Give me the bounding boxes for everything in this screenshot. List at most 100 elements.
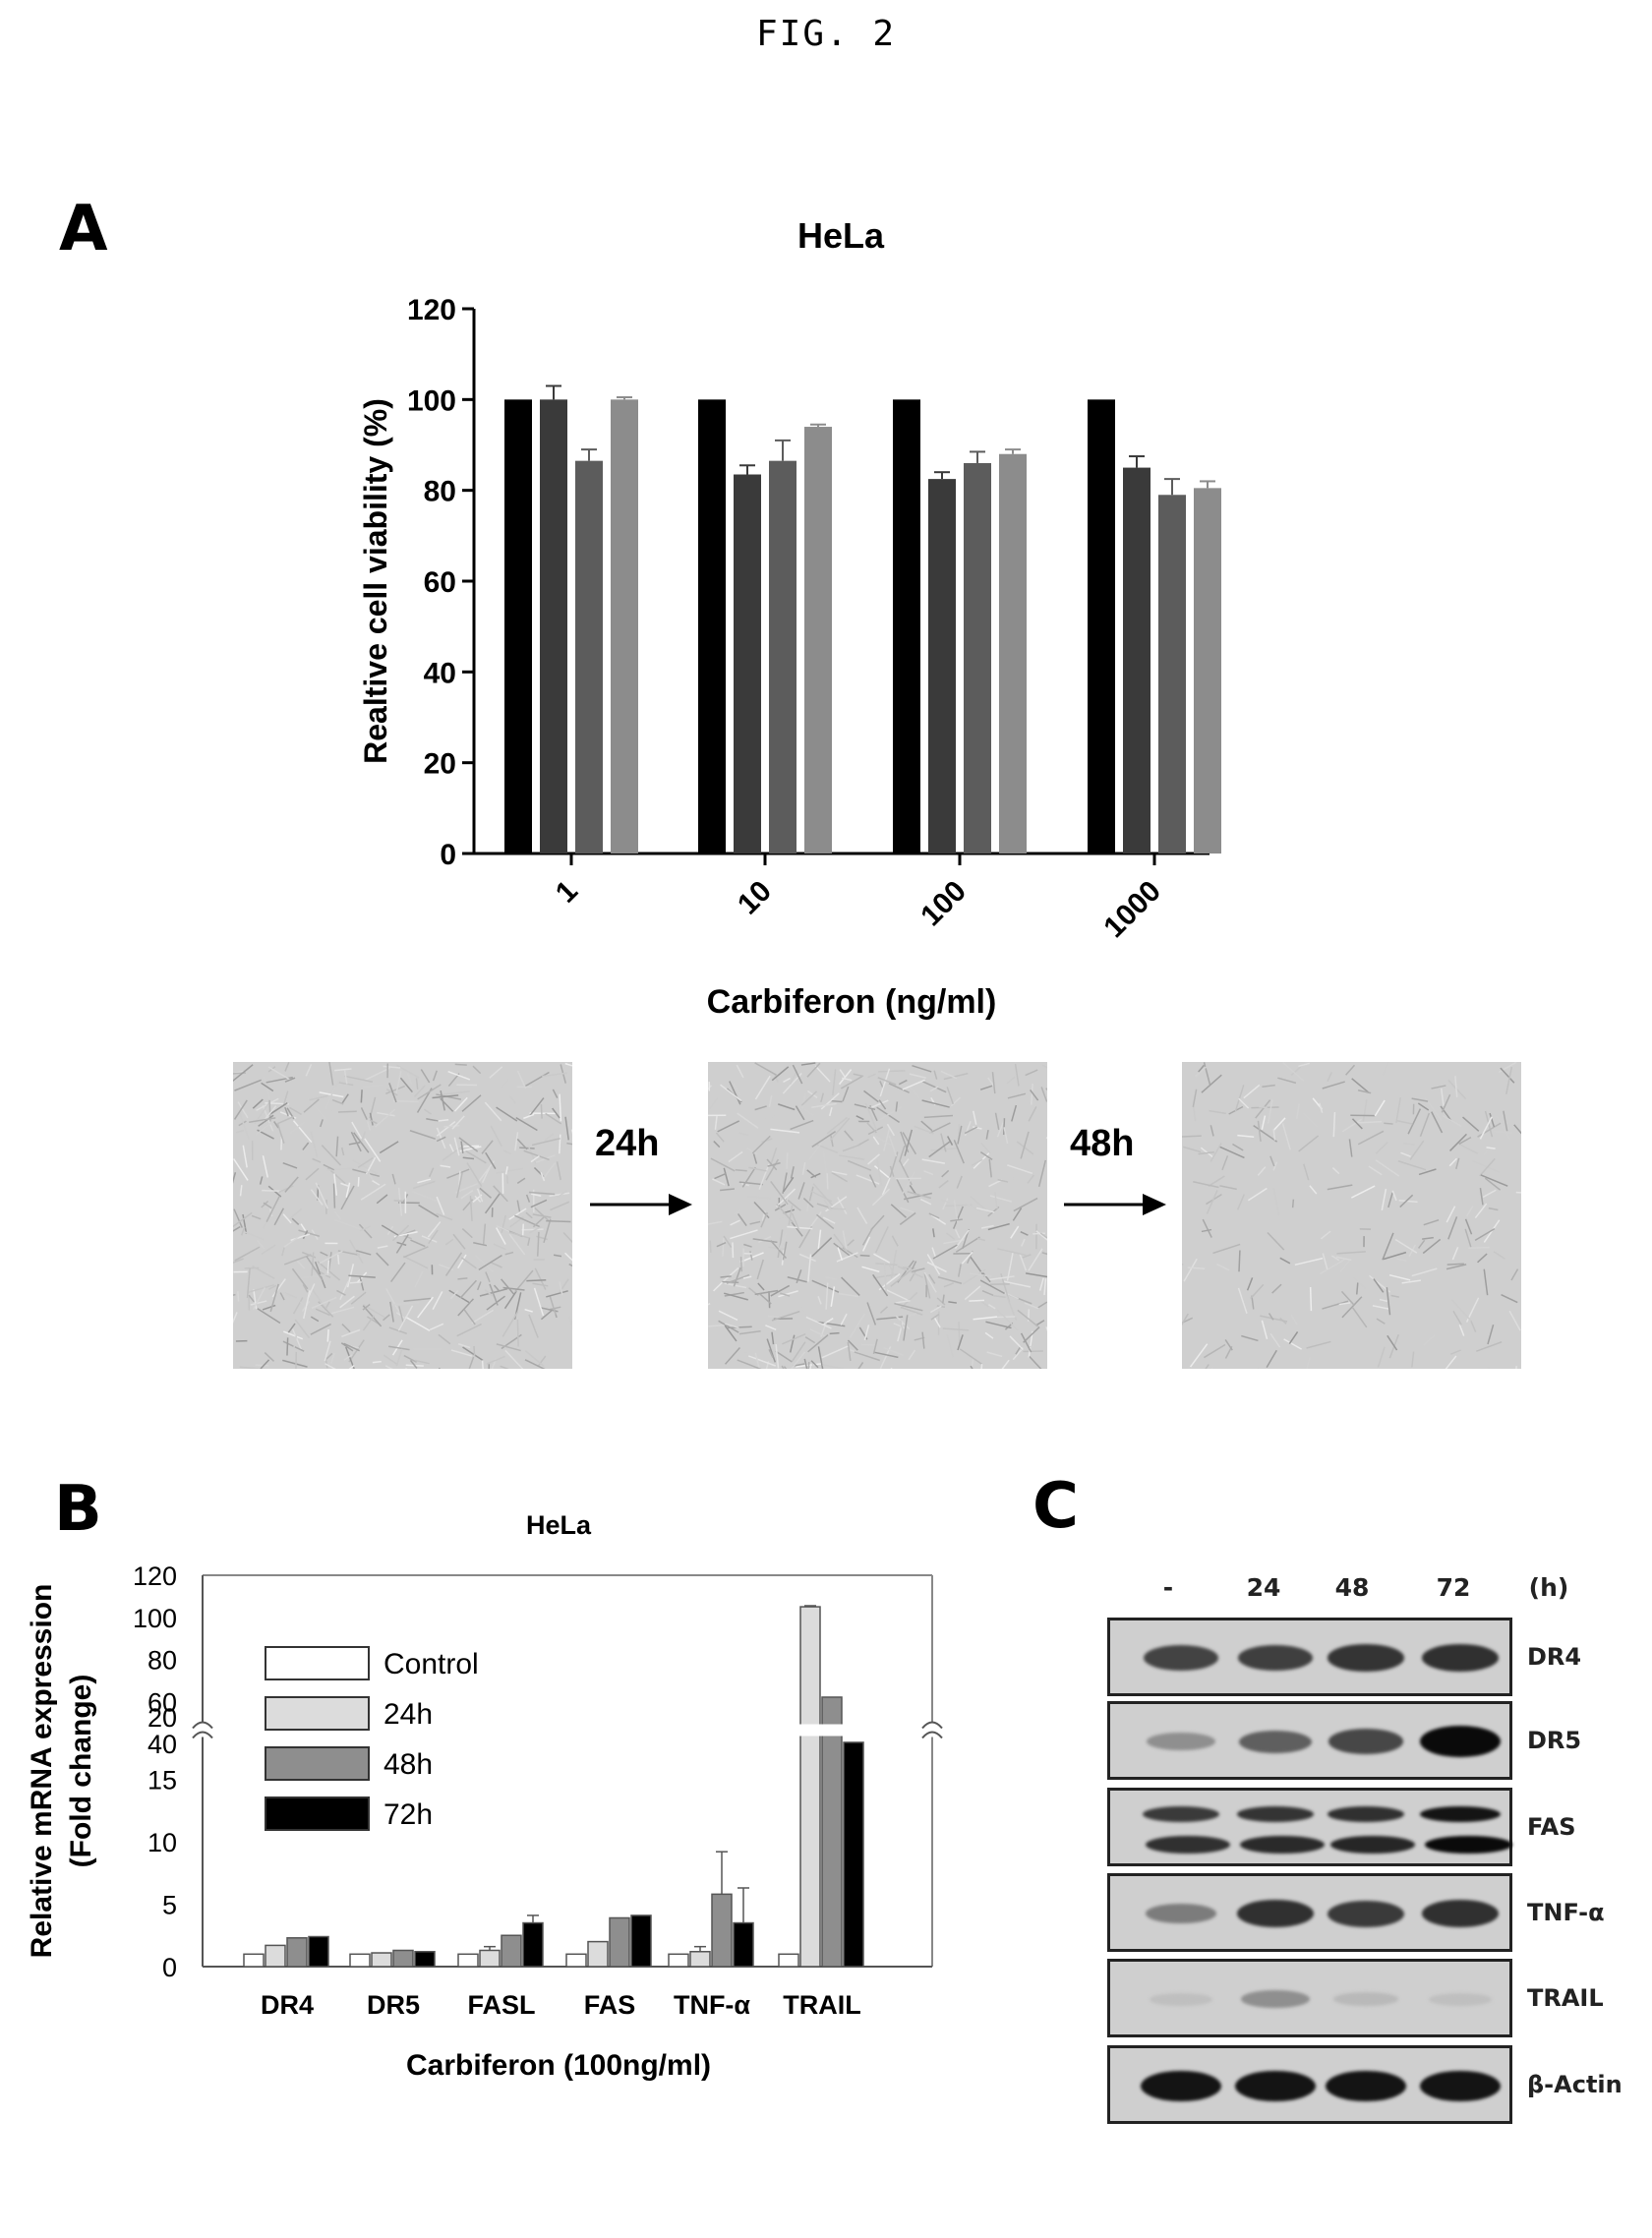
blot-band bbox=[1236, 1900, 1315, 1927]
bar bbox=[769, 460, 796, 854]
axis-break-mark bbox=[192, 1731, 213, 1739]
axis-break bbox=[189, 1723, 946, 1737]
lane-header: - bbox=[1162, 1573, 1174, 1602]
blot-row-label: β-Actin bbox=[1527, 2071, 1622, 2098]
x-axis-label: Carbiferon (ng/ml) bbox=[707, 983, 997, 1021]
bar bbox=[587, 1940, 609, 1968]
blot-row bbox=[1107, 1873, 1512, 1952]
bar bbox=[522, 1921, 544, 1968]
x-tick-label: DR5 bbox=[367, 1990, 420, 2020]
y-tick-label: 0 bbox=[162, 1953, 177, 1982]
y-tick-label: 120 bbox=[133, 1561, 177, 1591]
blot-band bbox=[1428, 1992, 1493, 2006]
arrow-right-icon bbox=[1064, 1194, 1166, 1215]
legend-swatch bbox=[265, 1646, 370, 1680]
y-axis-label: (Fold change) bbox=[65, 1675, 97, 1868]
blot-row bbox=[1107, 1701, 1512, 1780]
bar bbox=[804, 427, 832, 854]
bar bbox=[893, 399, 920, 854]
bar bbox=[1194, 488, 1221, 854]
blot-band bbox=[1143, 1645, 1219, 1671]
legend-label: Control bbox=[384, 1648, 479, 1680]
blot-band bbox=[1149, 1992, 1213, 2006]
blot-band bbox=[1330, 1836, 1416, 1854]
micrograph-24h bbox=[708, 1062, 1047, 1369]
blot-band bbox=[1420, 1806, 1501, 1822]
axis-break-mark bbox=[921, 1721, 943, 1730]
blot-band bbox=[1425, 1836, 1513, 1854]
bar bbox=[371, 1952, 392, 1968]
blot-band bbox=[1237, 1644, 1314, 1672]
bar bbox=[1123, 467, 1150, 854]
blot-row-label: DR5 bbox=[1527, 1727, 1582, 1754]
axis-break-mark bbox=[921, 1731, 943, 1739]
x-tick-label: FASL bbox=[467, 1990, 535, 2020]
figure-title: FIG. 2 bbox=[755, 14, 897, 54]
bar bbox=[265, 1944, 286, 1968]
bar bbox=[457, 1953, 479, 1968]
legend-label: 48h bbox=[384, 1748, 433, 1781]
x-tick-label: 1000 bbox=[1097, 875, 1167, 945]
legend-swatch bbox=[265, 1696, 370, 1731]
blot-band bbox=[1143, 1806, 1219, 1822]
bar bbox=[565, 1953, 587, 1968]
lane-header: 48 bbox=[1334, 1573, 1370, 1602]
y-axis-label: Relative mRNA expression bbox=[26, 1584, 58, 1959]
bar bbox=[501, 1934, 522, 1968]
lane-header: 72 bbox=[1436, 1573, 1471, 1602]
y-tick-label: 80 bbox=[148, 1646, 177, 1676]
blot-row bbox=[1107, 1618, 1512, 1696]
blot-band bbox=[1146, 1904, 1216, 1923]
arrow-label-48h: 48h bbox=[1070, 1123, 1135, 1164]
blot-row bbox=[1107, 2045, 1512, 2124]
bar bbox=[733, 1921, 754, 1968]
blot-band bbox=[1328, 1900, 1404, 1927]
chart-a-viability: HeLa 0 20 40 60 80 100 120 Realtive cell viabili… bbox=[358, 215, 1221, 1021]
x-axis-label: Carbiferon (100ng/ml) bbox=[406, 2049, 711, 2082]
bar bbox=[734, 474, 761, 854]
arrow-right-icon bbox=[590, 1194, 692, 1215]
bar-break bbox=[773, 1724, 871, 1737]
x-tick-label: DR4 bbox=[261, 1990, 314, 2020]
y-tick-label: 80 bbox=[424, 476, 456, 508]
blot-row-label: TRAIL bbox=[1527, 1984, 1604, 2012]
blot-band bbox=[1239, 1730, 1312, 1753]
y-tick-label: 0 bbox=[440, 839, 456, 871]
x-tick-label: TRAIL bbox=[783, 1990, 860, 2020]
blot-band bbox=[1146, 1836, 1230, 1854]
chart-title: HeLa bbox=[526, 1510, 592, 1540]
legend-label: 72h bbox=[384, 1798, 433, 1831]
bar bbox=[540, 399, 567, 854]
y-tick-label: 40 bbox=[424, 657, 456, 689]
bar bbox=[575, 460, 603, 854]
blot-band bbox=[1241, 1990, 1310, 2008]
bar bbox=[504, 399, 532, 854]
blot-band bbox=[1141, 2070, 1221, 2101]
blot-band bbox=[1421, 1644, 1500, 1672]
bar bbox=[778, 1953, 799, 1968]
bar bbox=[609, 1916, 630, 1968]
bar bbox=[392, 1949, 414, 1968]
x-tick-label: 1 bbox=[550, 875, 584, 910]
blot-band bbox=[1328, 1729, 1404, 1754]
legend-swatch bbox=[265, 1746, 370, 1781]
blot-band bbox=[1236, 1806, 1314, 1822]
panel-b-letter: B bbox=[54, 1473, 102, 1546]
bar bbox=[1088, 399, 1115, 854]
bar bbox=[308, 1935, 329, 1968]
y-tick-label: 20 bbox=[148, 1703, 177, 1733]
chart-title: HeLa bbox=[797, 215, 885, 256]
blot-row-label: FAS bbox=[1527, 1813, 1576, 1841]
y-tick-label: 100 bbox=[133, 1604, 177, 1633]
x-tick-label: FAS bbox=[584, 1990, 636, 2020]
bar bbox=[821, 1696, 843, 1968]
bar bbox=[286, 1937, 308, 1968]
y-tick-label: 10 bbox=[148, 1828, 177, 1857]
blot-band bbox=[1333, 1992, 1398, 2006]
bar bbox=[689, 1951, 711, 1968]
bar bbox=[243, 1953, 265, 1968]
blot-row bbox=[1107, 1959, 1512, 2037]
blot-band bbox=[1421, 1900, 1500, 1927]
y-tick-label: 120 bbox=[407, 294, 456, 326]
